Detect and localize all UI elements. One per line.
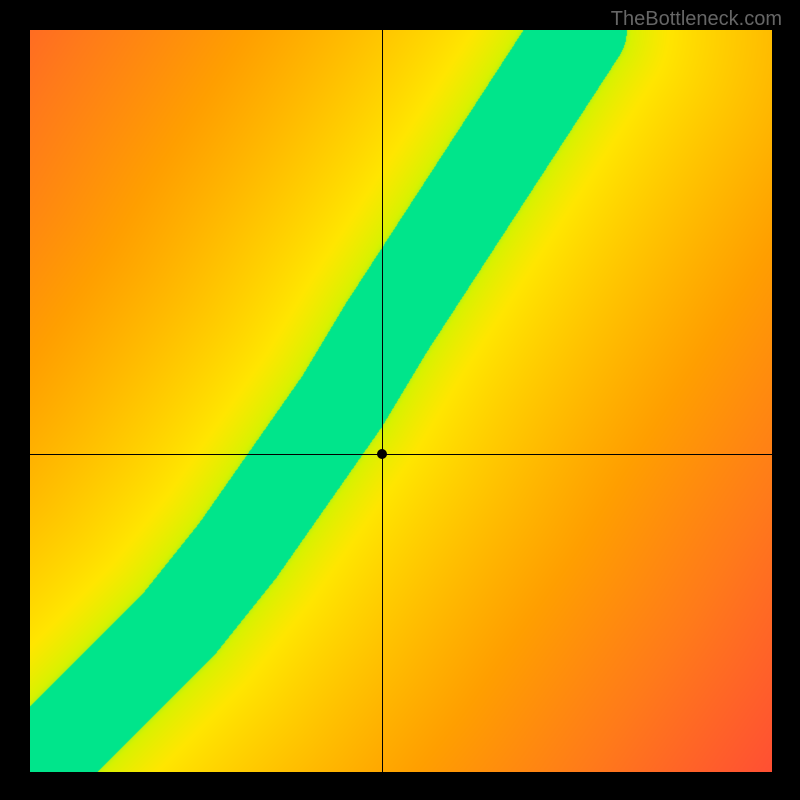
watermark-text: TheBottleneck.com (611, 8, 782, 31)
crosshair-marker (377, 449, 387, 459)
bottleneck-heatmap-chart (30, 30, 772, 772)
heatmap-canvas (30, 30, 772, 772)
crosshair-vertical (382, 30, 383, 772)
crosshair-horizontal (30, 454, 772, 455)
